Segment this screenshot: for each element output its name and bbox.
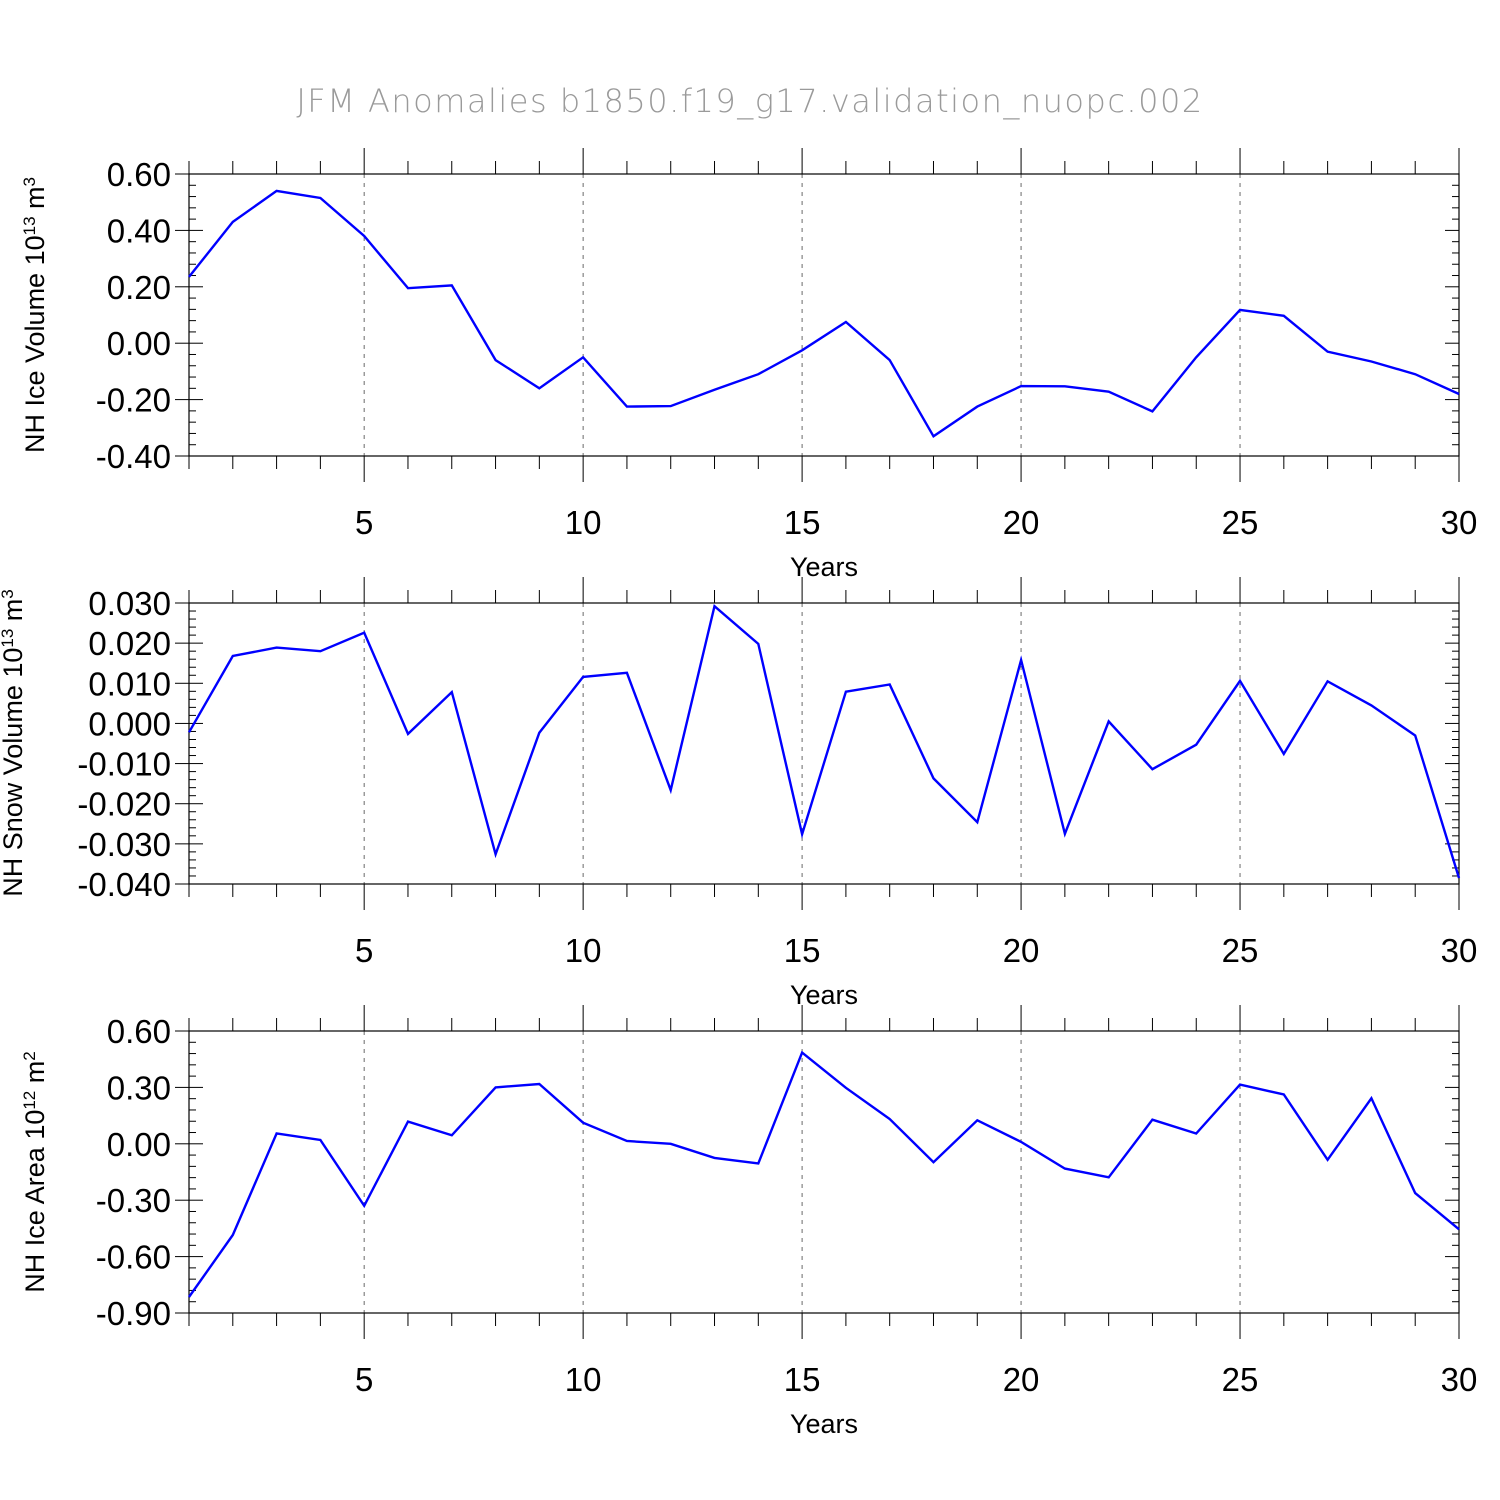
x-axis-label: Years — [790, 552, 858, 582]
y-axis-label: NH Ice Area 1012 m2 — [20, 1051, 51, 1292]
x-tick-label: 15 — [784, 932, 821, 969]
y-tick-label: 0.000 — [88, 705, 171, 742]
x-tick-label: 30 — [1441, 932, 1478, 969]
x-tick-label: 10 — [565, 504, 602, 541]
y-axis-label-part: m — [20, 186, 50, 216]
y-axis-label-superscript: 13 — [20, 216, 39, 235]
panel-2: -0.040-0.030-0.020-0.010 0.0000.0100.0200… — [0, 577, 1477, 1010]
y-tick-label: 0.60 — [107, 1013, 171, 1050]
x-tick-label: 30 — [1441, 504, 1478, 541]
y-tick-label: -0.30 — [96, 1182, 171, 1219]
y-tick-label: -0.60 — [96, 1239, 171, 1276]
x-tick-label: 25 — [1222, 504, 1259, 541]
y-tick-label: 0.20 — [107, 269, 171, 306]
y-axis-label-part: m — [0, 599, 28, 629]
y-axis-label-superscript: 12 — [20, 1091, 39, 1110]
y-axis-label-part: NH Ice Area 10 — [20, 1110, 50, 1293]
y-tick-label: -0.020 — [77, 786, 171, 823]
y-tick-label: -0.90 — [96, 1295, 171, 1332]
x-tick-label: 10 — [565, 1361, 602, 1398]
y-tick-label: 0.030 — [88, 585, 171, 622]
x-tick-label: 20 — [1003, 932, 1040, 969]
panel-1: -0.40 -0.20 0.00 0.20 0.40 0.60 5 10 15 20 25 30 Yea… — [20, 148, 1478, 582]
y-axis-label-superscript: 13 — [0, 629, 17, 648]
y-tick-label: -0.40 — [96, 438, 171, 475]
y-axis-label-part: NH Snow Volume 10 — [0, 648, 28, 897]
y-tick-label: -0.030 — [77, 826, 171, 863]
y-tick-label: 0.00 — [107, 325, 171, 362]
y-tick-label: -0.20 — [96, 382, 171, 419]
y-axis-label-superscript: 3 — [0, 589, 17, 598]
series-line — [188, 1050, 1460, 1298]
y-tick-label: -0.040 — [77, 866, 171, 903]
y-axis-label-part: m — [20, 1061, 50, 1091]
panel-3: -0.90 -0.60 -0.30 0.00 0.30 0.60 5 10 15 20 25 30 Ye… — [20, 1005, 1478, 1439]
figure-title: JFM Anomalies b1850.f19_g17.validation_n… — [296, 82, 1203, 120]
x-tick-label: 5 — [355, 504, 373, 541]
x-axis-label: Years — [790, 980, 858, 1010]
y-tick-label: 0.020 — [88, 625, 171, 662]
plot-frame — [188, 1030, 1460, 1314]
y-tick-label: 0.60 — [107, 156, 171, 193]
y-tick-label: 0.30 — [107, 1069, 171, 1106]
x-tick-label: 15 — [784, 504, 821, 541]
y-axis-label-superscript: 2 — [20, 1051, 39, 1060]
series-line — [187, 604, 1461, 879]
x-tick-label: 5 — [355, 932, 373, 969]
x-tick-label: 30 — [1441, 1361, 1478, 1398]
y-axis-label-part: NH Ice Volume 10 — [20, 235, 50, 453]
x-tick-label: 20 — [1003, 504, 1040, 541]
y-tick-label: 0.40 — [107, 212, 171, 249]
y-axis-label: NH Snow Volume 1013 m3 — [0, 589, 28, 897]
y-tick-label: 0.00 — [107, 1126, 171, 1163]
y-axis-label-superscript: 3 — [20, 177, 39, 186]
y-axis-label: NH Ice Volume 1013 m3 — [20, 177, 51, 453]
plot-frame — [188, 173, 1460, 457]
x-tick-label: 15 — [784, 1361, 821, 1398]
x-axis-label: Years — [790, 1409, 858, 1439]
y-tick-label: 0.010 — [88, 665, 171, 702]
x-tick-label: 25 — [1222, 1361, 1259, 1398]
series-line — [188, 189, 1460, 439]
x-tick-label: 20 — [1003, 1361, 1040, 1398]
plot-frame — [188, 602, 1460, 885]
y-tick-label: -0.010 — [77, 746, 171, 783]
panels: -0.40-0.200.000.200.400.605 10 15 20 25 30Yea… — [0, 148, 1477, 1439]
x-tick-label: 10 — [565, 932, 602, 969]
x-tick-label: 5 — [355, 1361, 373, 1398]
x-tick-label: 25 — [1222, 932, 1259, 969]
